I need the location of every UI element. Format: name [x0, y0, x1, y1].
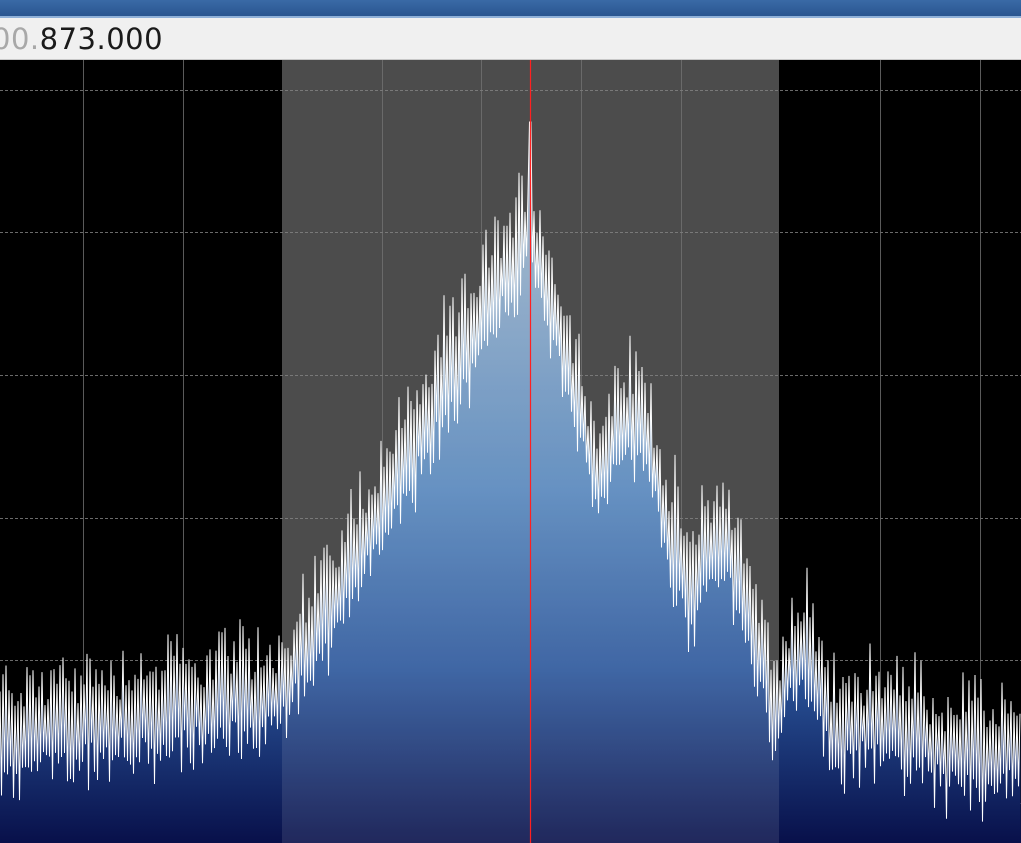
titlebar-divider: [0, 16, 1021, 18]
window-titlebar: [0, 0, 1021, 16]
frequency-active-digits[interactable]: 873.000: [39, 22, 164, 56]
frequency-bar: 00.873.000: [0, 18, 1021, 60]
frequency-readout[interactable]: 00.873.000: [0, 22, 163, 56]
frequency-leading-digits[interactable]: 00.: [0, 22, 40, 56]
spectrum-plot[interactable]: [0, 60, 1021, 843]
spectrum-trace: [0, 121, 1021, 822]
spectrum-fill: [0, 122, 1021, 843]
